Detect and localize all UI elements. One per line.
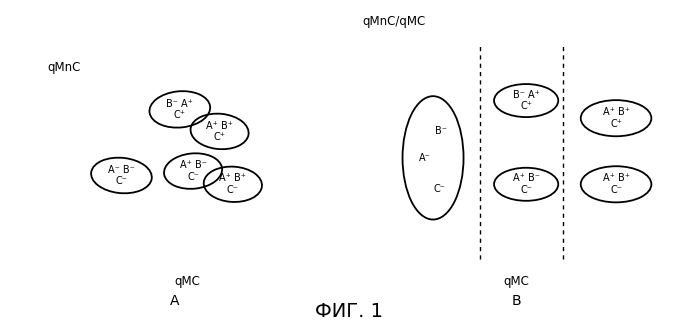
Text: B: B — [512, 295, 521, 308]
Text: A⁺ B⁺
C⁻: A⁺ B⁺ C⁻ — [219, 173, 246, 195]
Text: A⁺ B⁺
C⁺: A⁺ B⁺ C⁺ — [602, 107, 630, 129]
Text: A: A — [170, 295, 179, 308]
Text: A⁺ B⁻
C⁻: A⁺ B⁻ C⁻ — [179, 160, 207, 182]
Text: B⁻: B⁻ — [435, 126, 447, 136]
Text: B⁻ A⁺
C⁺: B⁻ A⁺ C⁺ — [166, 98, 193, 120]
Text: A⁻: A⁻ — [419, 153, 431, 163]
Text: A⁺ B⁻
C⁻: A⁺ B⁻ C⁻ — [513, 173, 540, 195]
Text: A⁻ B⁻
C⁻: A⁻ B⁻ C⁻ — [108, 165, 135, 186]
Text: qMnC/qMC: qMnC/qMC — [362, 15, 426, 28]
Text: qMC: qMC — [174, 275, 201, 288]
Text: qMC: qMC — [503, 275, 530, 288]
Text: ФИГ. 1: ФИГ. 1 — [315, 302, 383, 321]
Text: A⁺ B⁺
C⁻: A⁺ B⁺ C⁻ — [602, 173, 630, 195]
Text: qMnC: qMnC — [47, 61, 80, 74]
Text: C⁻: C⁻ — [433, 184, 445, 194]
Text: A⁺ B⁺
C⁺: A⁺ B⁺ C⁺ — [206, 121, 233, 142]
Text: B⁻ A⁺
C⁺: B⁻ A⁺ C⁺ — [513, 90, 540, 111]
